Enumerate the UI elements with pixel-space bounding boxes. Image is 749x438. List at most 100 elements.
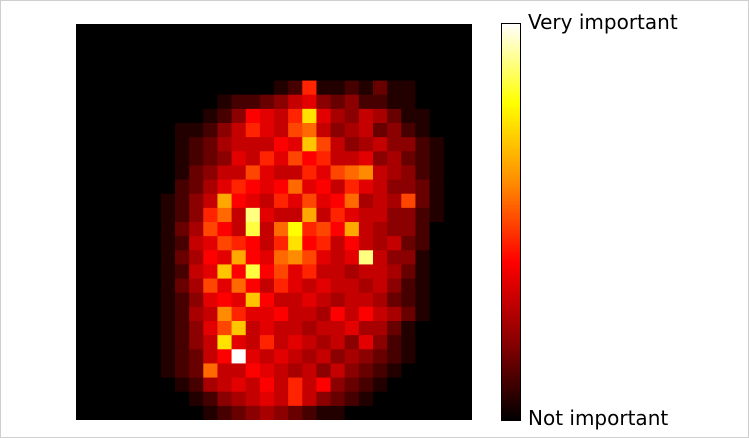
heatmap-cell — [231, 236, 247, 251]
heatmap-cell — [132, 52, 148, 67]
heatmap-cell — [189, 377, 204, 393]
heatmap-cell — [316, 24, 331, 39]
heatmap-cell — [217, 123, 232, 138]
heatmap-cell — [245, 52, 261, 67]
heatmap-cell — [373, 405, 388, 420]
heatmap-cell — [401, 321, 416, 336]
heatmap-cell — [401, 207, 416, 223]
heatmap-cell — [344, 52, 360, 67]
heatmap-cell — [302, 24, 317, 39]
heatmap-cell — [90, 80, 105, 96]
heatmap-cell — [217, 278, 232, 294]
heatmap-cell — [330, 349, 346, 364]
heatmap-cell — [231, 264, 247, 279]
heatmap-cell — [429, 137, 445, 152]
heatmap-cell — [259, 66, 275, 81]
heatmap-cell — [203, 292, 218, 308]
heatmap-cell — [118, 179, 133, 195]
heatmap-cell — [316, 94, 331, 110]
heatmap-cell — [274, 391, 289, 407]
heatmap-cell — [415, 137, 430, 152]
heatmap-cell — [132, 123, 148, 138]
heatmap-cell — [302, 292, 317, 308]
heatmap-cell — [160, 405, 176, 420]
heatmap-cell — [259, 264, 275, 279]
heatmap-cell — [415, 321, 430, 336]
heatmap-cell — [118, 250, 133, 265]
heatmap-cell — [288, 108, 303, 124]
heatmap-cell — [358, 123, 374, 138]
heatmap-cell — [302, 349, 317, 364]
heatmap-cell — [330, 264, 346, 279]
heatmap-cell — [274, 52, 289, 67]
heatmap-cell — [203, 391, 218, 407]
heatmap-cell — [175, 306, 190, 322]
heatmap-cell — [429, 123, 445, 138]
heatmap-cell — [330, 250, 346, 265]
heatmap-cell — [274, 151, 289, 166]
heatmap-cell — [330, 222, 346, 237]
heatmap-cell — [189, 193, 204, 209]
heatmap-cell — [274, 278, 289, 294]
heatmap-cell — [274, 24, 289, 39]
heatmap-cell — [415, 391, 430, 407]
heatmap-cell — [118, 405, 133, 420]
heatmap-cell — [457, 151, 472, 166]
heatmap-cell — [429, 38, 445, 53]
heatmap-cell — [245, 292, 261, 308]
heatmap-cell — [288, 321, 303, 336]
heatmap-cell — [415, 38, 430, 53]
heatmap-cell — [118, 80, 133, 96]
heatmap-cell — [330, 193, 346, 209]
heatmap-cell — [245, 24, 261, 39]
heatmap-cell — [401, 108, 416, 124]
heatmap-cell — [231, 165, 247, 180]
heatmap-cell — [189, 179, 204, 195]
heatmap-cell — [259, 377, 275, 393]
heatmap-cell — [344, 349, 360, 364]
heatmap-cell — [288, 222, 303, 237]
heatmap-cell — [274, 349, 289, 364]
heatmap-cell — [401, 151, 416, 166]
heatmap-cell — [415, 278, 430, 294]
heatmap-cell — [175, 321, 190, 336]
heatmap-cell — [203, 405, 218, 420]
heatmap-cell — [217, 52, 232, 67]
heatmap-cell — [76, 52, 91, 67]
heatmap-cell — [387, 193, 402, 209]
heatmap-cell — [344, 250, 360, 265]
heatmap-cell — [132, 66, 148, 81]
heatmap-cell — [274, 108, 289, 124]
heatmap-cell — [288, 207, 303, 223]
heatmap-cell — [175, 80, 190, 96]
heatmap-cell — [189, 236, 204, 251]
heatmap-cell — [259, 94, 275, 110]
heatmap-cell — [316, 391, 331, 407]
heatmap-cell — [160, 94, 176, 110]
heatmap-cell — [401, 405, 416, 420]
heatmap-cell — [203, 151, 218, 166]
heatmap-cell — [330, 335, 346, 350]
heatmap-cell — [401, 52, 416, 67]
heatmap-cell — [160, 123, 176, 138]
heatmap-cell — [104, 193, 119, 209]
heatmap-cell — [104, 38, 119, 53]
heatmap-cell — [373, 179, 388, 195]
heatmap-cell — [231, 335, 247, 350]
heatmap-cell — [118, 264, 133, 279]
colorbar-bottom-label: Not important — [528, 406, 669, 430]
heatmap-cell — [457, 278, 472, 294]
heatmap-cell — [443, 264, 459, 279]
heatmap-cell — [443, 137, 459, 152]
heatmap-cell — [373, 292, 388, 308]
heatmap-cell — [132, 335, 148, 350]
heatmap-cell — [104, 137, 119, 152]
heatmap-cell — [90, 193, 105, 209]
heatmap-cell — [118, 108, 133, 124]
heatmap-cell — [90, 52, 105, 67]
heatmap-cell — [90, 38, 105, 53]
heatmap-cell — [245, 38, 261, 53]
heatmap-cell — [104, 335, 119, 350]
heatmap-cell — [443, 377, 459, 393]
heatmap-cell — [104, 250, 119, 265]
